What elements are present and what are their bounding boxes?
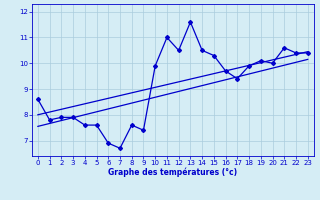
X-axis label: Graphe des températures (°c): Graphe des températures (°c): [108, 168, 237, 177]
